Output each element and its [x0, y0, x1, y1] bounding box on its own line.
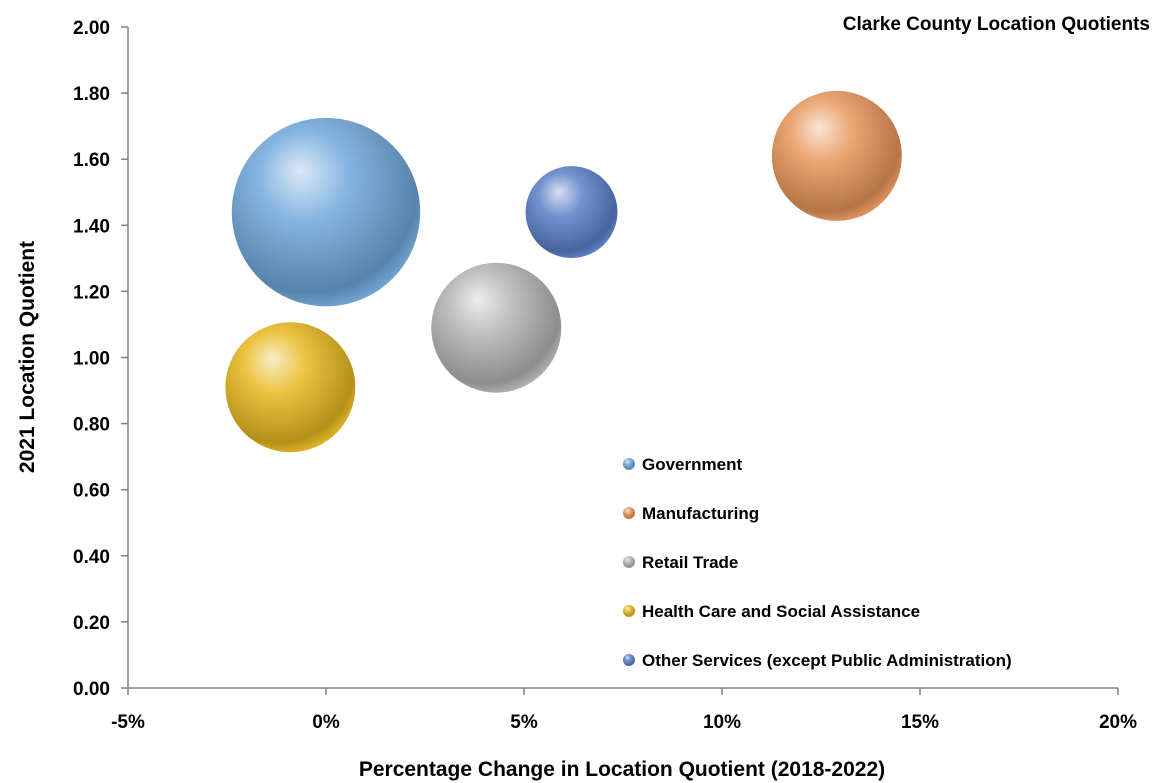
x-tick-label: 20% — [1099, 712, 1137, 733]
y-tick-label: 1.20 — [73, 282, 110, 303]
legend: Government Manufacturing Retail Trade Healt… — [623, 455, 1012, 670]
legend-label: Health Care and Social Assistance — [642, 602, 920, 621]
bubble-retail-trade — [431, 262, 562, 393]
bubbles — [225, 90, 902, 453]
bubble-health-care-and-social-assistance — [225, 322, 356, 453]
legend-label: Government — [642, 455, 742, 474]
y-tick-label: 0.60 — [73, 481, 110, 502]
y-tick-label: 0.80 — [73, 415, 110, 436]
x-tick-label: 15% — [901, 712, 939, 733]
y-tick-label: 0.20 — [73, 613, 110, 634]
legend-marker — [623, 458, 635, 470]
legend-marker — [623, 507, 635, 519]
x-tick-label: 0% — [312, 712, 340, 733]
y-tick-label: 1.40 — [73, 216, 110, 237]
y-tick-label: 2.00 — [73, 18, 110, 39]
x-ticks: -5% 0% 5% 10% 15% 20% — [111, 688, 1137, 733]
x-tick-label: 5% — [510, 712, 538, 733]
legend-label: Other Services (except Public Administra… — [642, 651, 1012, 670]
y-ticks: 0.00 0.20 0.40 0.60 0.80 1.00 1.20 1.40 1.60 1.80… — [73, 18, 128, 700]
legend-marker — [623, 556, 635, 568]
y-axis-title: 2021 Location Quotient — [16, 241, 39, 473]
y-tick-label: 1.60 — [73, 150, 110, 171]
bubble-government — [231, 117, 421, 307]
legend-marker — [623, 605, 635, 617]
legend-marker — [623, 654, 635, 666]
y-tick-label: 1.00 — [73, 349, 110, 370]
y-tick-label: 1.80 — [73, 84, 110, 105]
chart-title: Clarke County Location Quotients — [843, 14, 1150, 35]
y-tick-label: 0.00 — [73, 679, 110, 700]
bubble-other-services-except-public-administration — [525, 166, 618, 259]
legend-label: Retail Trade — [642, 553, 738, 572]
y-tick-label: 0.40 — [73, 547, 110, 568]
bubble-manufacturing — [771, 90, 902, 221]
legend-label: Manufacturing — [642, 504, 759, 523]
x-tick-label: -5% — [111, 712, 145, 733]
x-axis-title: Percentage Change in Location Quotient (… — [359, 758, 885, 781]
x-tick-label: 10% — [703, 712, 741, 733]
